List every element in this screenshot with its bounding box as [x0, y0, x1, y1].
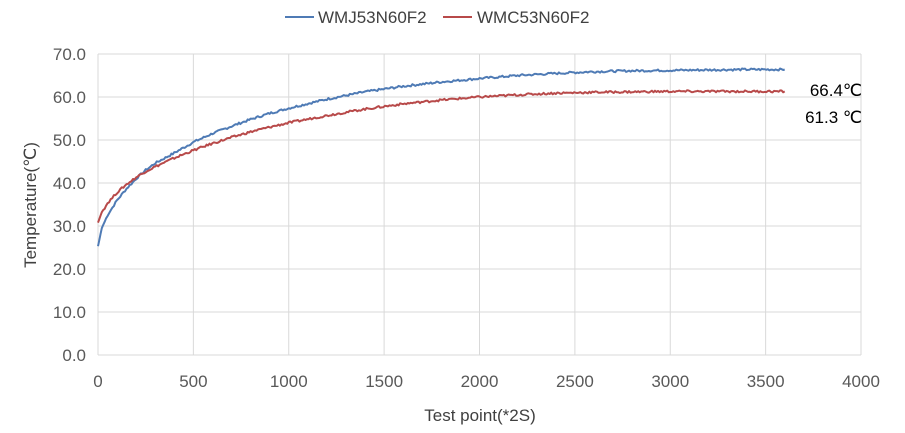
x-tick-label: 0	[93, 372, 102, 391]
legend: WMJ53N60F2 WMC53N60F2	[285, 8, 589, 27]
x-tick-label: 3000	[651, 372, 689, 391]
x-tick-label: 1500	[365, 372, 403, 391]
x-tick-label: 1000	[270, 372, 308, 391]
series-line-wmj53n60f2	[97, 67, 786, 247]
legend-label-wmj53n60f2: WMJ53N60F2	[318, 8, 427, 27]
series-line-wmc53n60f2	[97, 89, 786, 223]
y-tick-label: 30.0	[53, 217, 86, 236]
x-tick-label: 4000	[842, 372, 880, 391]
grid	[97, 53, 862, 356]
y-tick-label: 0.0	[62, 346, 86, 365]
legend-label-wmc53n60f2: WMC53N60F2	[477, 8, 589, 27]
x-tick-label: 500	[179, 372, 207, 391]
annotation-wmj53n60f2-final: 66.4℃	[810, 81, 862, 100]
x-tick-label: 2000	[461, 372, 499, 391]
x-axis-ticks: 0 500 1000 1500 2000 2500 3000 3500 4000	[93, 372, 880, 391]
plot-series	[97, 67, 786, 247]
y-axis-ticks: 0.0 10.0 20.0 30.0 40.0 50.0 60.0 70.0	[53, 45, 86, 365]
y-tick-label: 10.0	[53, 303, 86, 322]
annotation-wmc53n60f2-final: 61.3 ℃	[805, 108, 862, 127]
x-axis-title: Test point(*2S)	[424, 406, 536, 425]
x-tick-label: 2500	[556, 372, 594, 391]
y-tick-label: 70.0	[53, 45, 86, 64]
y-tick-label: 60.0	[53, 88, 86, 107]
y-tick-label: 20.0	[53, 260, 86, 279]
y-axis-title: Temperature(℃)	[21, 142, 40, 268]
y-tick-label: 50.0	[53, 131, 86, 150]
y-tick-label: 40.0	[53, 174, 86, 193]
x-tick-label: 3500	[747, 372, 785, 391]
